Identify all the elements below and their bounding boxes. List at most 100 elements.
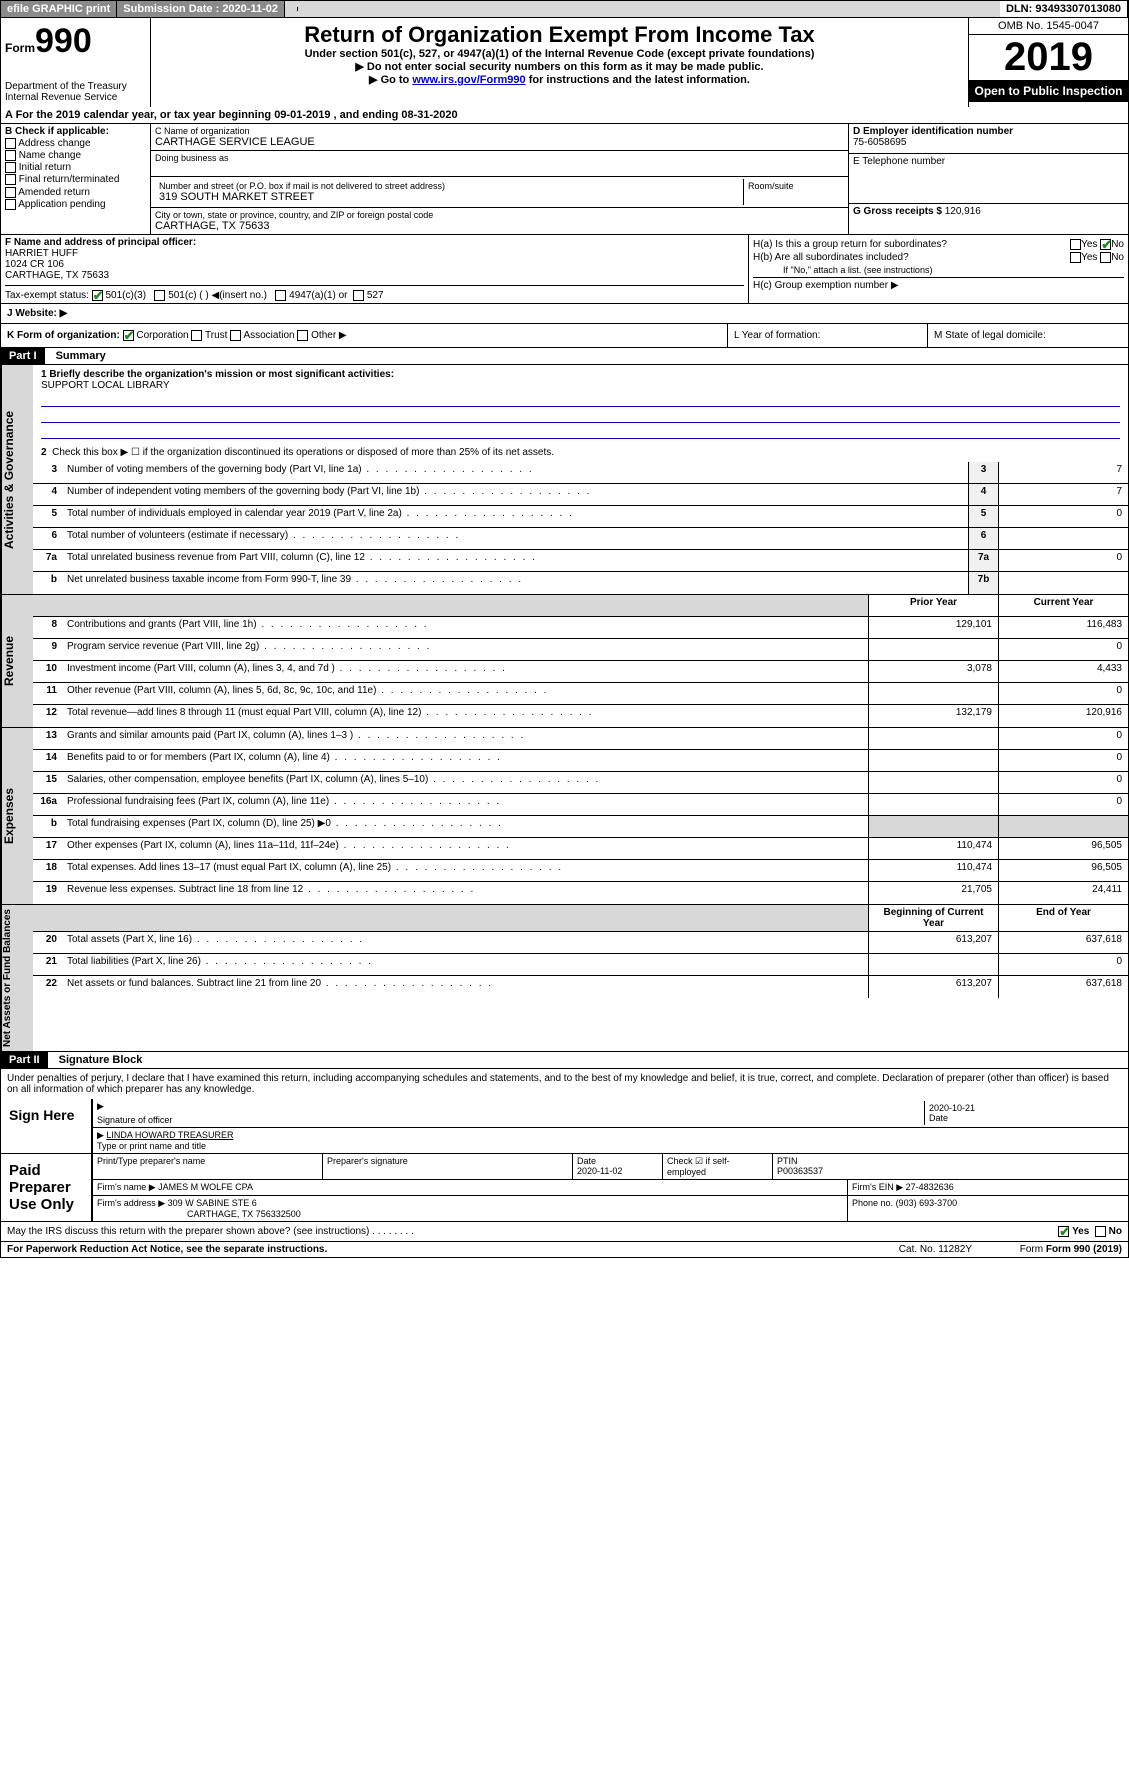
chk-final-return[interactable]: Final return/terminated (5, 174, 146, 185)
line-no: 11 (33, 683, 63, 704)
chk-name-change[interactable]: Name change (5, 150, 146, 161)
col-hdr-1: Beginning of Current Year (868, 905, 998, 931)
chk-application[interactable]: Application pending (5, 199, 146, 210)
col-h: H(a) Is this a group return for subordin… (748, 235, 1128, 303)
prep-date-val: 2020-11-02 (577, 1166, 622, 1176)
col-hdr-2: Current Year (998, 595, 1128, 616)
mission-lbl: 1 Briefly describe the organization's mi… (41, 369, 394, 380)
line2: 2 Check this box ▶ ☐ if the organization… (41, 447, 1120, 458)
efile-button[interactable]: efile GRAPHIC print (1, 1, 117, 17)
num-current: 120,916 (998, 705, 1128, 727)
num-ref: 4 (968, 484, 998, 505)
discuss-yes[interactable] (1058, 1226, 1069, 1237)
num-prior (868, 816, 998, 837)
line-no: 5 (33, 506, 63, 527)
part2-header: Part II Signature Block (0, 1052, 1129, 1069)
k-lbl: K Form of organization: (7, 330, 120, 341)
addr-lbl: Number and street (or P.O. box if mail i… (159, 181, 739, 191)
vtab-governance: Activities & Governance (1, 365, 33, 594)
line-no: 13 (33, 728, 63, 749)
num-prior (868, 639, 998, 660)
ptin-lbl: PTIN (777, 1156, 798, 1166)
officer-name: HARRIET HUFF (5, 248, 744, 259)
officer-sig-line: ▶Signature of officer 2020-10-21Date (93, 1099, 1128, 1128)
dln-label: DLN: 93493307013080 (1000, 1, 1128, 17)
num-current: 0 (998, 683, 1128, 704)
ha-no[interactable] (1100, 239, 1111, 250)
cat-no: Cat. No. 11282Y (893, 1242, 978, 1257)
num-current: 24,411 (998, 882, 1128, 904)
ha-yes[interactable] (1070, 239, 1081, 250)
num-prior: 613,207 (868, 932, 998, 953)
line-text: Benefits paid to or for members (Part IX… (63, 750, 868, 771)
chk-address-change[interactable]: Address change (5, 138, 146, 149)
line-no: 8 (33, 617, 63, 638)
num-prior (868, 728, 998, 749)
prep-date: Date2020-11-02 (573, 1154, 663, 1179)
officer-addr1: 1024 CR 106 (5, 259, 744, 270)
discuss-no[interactable] (1095, 1226, 1106, 1237)
num-val: 0 (998, 506, 1128, 527)
line-no: 18 (33, 860, 63, 881)
line-text: Program service revenue (Part VIII, line… (63, 639, 868, 660)
header-right: OMB No. 1545-0047 2019 Open to Public In… (968, 18, 1128, 107)
form-number: Form990 (5, 22, 146, 61)
ha-row: H(a) Is this a group return for subordin… (753, 239, 1124, 250)
addr-val: 319 SOUTH MARKET STREET (159, 191, 739, 203)
chk-527[interactable] (353, 290, 364, 301)
chk-amended[interactable]: Amended return (5, 187, 146, 198)
num-current: 0 (998, 750, 1128, 771)
num-current: 637,618 (998, 932, 1128, 953)
hdr-spacer2 (63, 595, 868, 616)
col-l: L Year of formation: (728, 324, 928, 347)
table-row: 11 Other revenue (Part VIII, column (A),… (33, 683, 1128, 705)
line-no: 12 (33, 705, 63, 727)
chk-501c3[interactable] (92, 290, 103, 301)
num-current: 0 (998, 728, 1128, 749)
chk-corp[interactable] (123, 330, 134, 341)
irs-link[interactable]: www.irs.gov/Form990 (412, 74, 525, 86)
firm-name-val: JAMES M WOLFE CPA (158, 1182, 253, 1192)
chk-other[interactable] (297, 330, 308, 341)
line-text: Net unrelated business taxable income fr… (63, 572, 968, 594)
discuss-lbl: May the IRS discuss this return with the… (7, 1226, 369, 1237)
form-header: Form990 Department of the Treasury Inter… (0, 18, 1129, 107)
officer-addr2: CARTHAGE, TX 75633 (5, 270, 744, 281)
vtab-expenses: Expenses (1, 728, 33, 904)
expenses-section: Expenses 13Grants and similar amounts pa… (0, 728, 1129, 905)
hb-yes[interactable] (1070, 252, 1081, 263)
hb-no[interactable] (1100, 252, 1111, 263)
line-no: 7a (33, 550, 63, 571)
org-name-lbl: C Name of organization (155, 126, 844, 136)
gross-receipts: G Gross receipts $ 120,916 (849, 204, 1128, 234)
num-current: 0 (998, 794, 1128, 815)
num-current: 116,483 (998, 617, 1128, 638)
chk-4947[interactable] (275, 290, 286, 301)
table-row: 5 Total number of individuals employed i… (33, 506, 1128, 528)
city-lbl: City or town, state or province, country… (155, 210, 844, 220)
num-val: 7 (998, 462, 1128, 483)
line-no: 15 (33, 772, 63, 793)
table-row: 16aProfessional fundraising fees (Part I… (33, 794, 1128, 816)
form-ref-val: Form 990 (2019) (1046, 1244, 1122, 1255)
table-row: bTotal fundraising expenses (Part IX, co… (33, 816, 1128, 838)
omb-number: OMB No. 1545-0047 (969, 18, 1128, 35)
vtab-netassets: Net Assets or Fund Balances (1, 905, 33, 1051)
paid-row-3: Firm's address ▶ 309 W SABINE STE 6CARTH… (93, 1196, 1128, 1221)
table-header-row: Beginning of Current Year End of Year (33, 905, 1128, 932)
status-501c: 501(c) ( ) ◀(insert no.) (168, 290, 267, 301)
table-row: 3 Number of voting members of the govern… (33, 462, 1128, 484)
header-center: Return of Organization Exempt From Incom… (151, 18, 968, 107)
dba-field: Doing business as (151, 151, 848, 177)
k-trust: Trust (205, 330, 227, 341)
chk-assoc[interactable] (230, 330, 241, 341)
chk-initial-return[interactable]: Initial return (5, 162, 146, 173)
hdr-spacer2 (63, 905, 868, 931)
prep-sig-lbl: Preparer's signature (323, 1154, 573, 1179)
chk-501c[interactable] (154, 290, 165, 301)
num-prior: 110,474 (868, 838, 998, 859)
city-field: City or town, state or province, country… (151, 208, 848, 234)
mission-block: 1 Briefly describe the organization's mi… (33, 365, 1128, 462)
chk-trust[interactable] (191, 330, 202, 341)
line-text: Total expenses. Add lines 13–17 (must eq… (63, 860, 868, 881)
